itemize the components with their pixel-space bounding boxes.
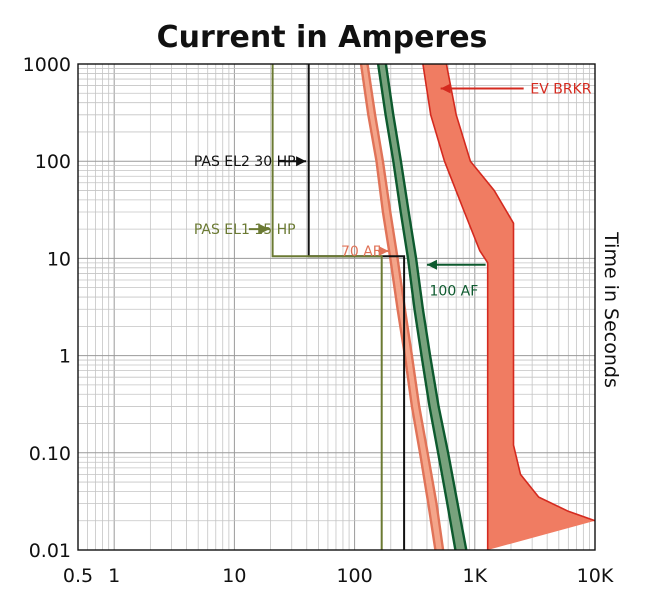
y-tick-label: 10 — [47, 248, 71, 270]
af70-arrow-head — [378, 246, 389, 257]
x-tick-label: 100 — [336, 565, 372, 587]
plot-frame — [77, 63, 596, 551]
x-tick-label: 10K — [577, 565, 614, 587]
grid — [77, 64, 595, 551]
ev_brkr-label: EV BRKR — [530, 81, 591, 97]
pas_el1-label: PAS EL1 15 HP — [194, 222, 296, 238]
y-tick-labels: 1000 100 10 1 0.10 0.01 — [23, 54, 71, 562]
annotations: EV BRKR PAS EL2 30 HP PAS EL1 15 HP 70 AF 10… — [194, 81, 592, 299]
ev_brkr-left-edge — [422, 64, 489, 550]
bands — [359, 64, 595, 550]
x-tick-label: 0.5 — [63, 565, 93, 587]
step-curves — [271, 64, 406, 550]
y-tick-label: 1 — [59, 346, 71, 368]
af70-right-edge — [366, 64, 445, 550]
ev_brkr-right-edge — [445, 64, 595, 522]
y-axis-label: Time in Seconds — [600, 231, 622, 388]
x-tick-label: 1 — [108, 565, 120, 587]
af100-left-edge — [376, 64, 457, 550]
pas_el1-arrow-head — [259, 224, 270, 235]
y-tick-label: 0.01 — [29, 540, 71, 562]
pas_el1-curve — [271, 64, 383, 550]
af100-right-edge — [384, 64, 468, 550]
ev_brkr-arrow-head — [440, 83, 451, 94]
x-tick-labels: 0.5 1 10 100 1K 10K — [63, 565, 614, 587]
y-tick-label: 0.10 — [29, 443, 71, 465]
pas_el2-arrow-head — [296, 156, 307, 167]
af70-left-edge — [359, 64, 437, 550]
x-tick-label: 10 — [222, 565, 246, 587]
chart-title: Current in Amperes — [157, 20, 488, 55]
ev_brkr-band — [422, 64, 595, 550]
af70-label: 70 AF — [341, 244, 381, 260]
y-tick-label: 100 — [35, 151, 71, 173]
x-tick-label: 1K — [463, 565, 488, 587]
af100-label: 100 AF — [430, 283, 479, 299]
pas_el2-label: PAS EL2 30 HP — [194, 154, 296, 170]
af100-arrow-head — [426, 259, 437, 270]
y-tick-label: 1000 — [23, 54, 71, 76]
